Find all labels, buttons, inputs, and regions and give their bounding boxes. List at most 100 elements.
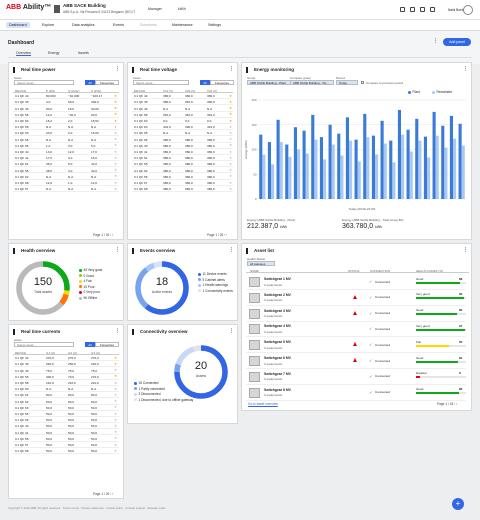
panel-more-icon[interactable]: ⋮ (115, 66, 120, 72)
table-row[interactable]: C1 QF 58 N.A N.A N.A ★ (13, 124, 119, 131)
legend-item[interactable]: 15 Connected (134, 381, 193, 385)
nav-events[interactable]: Events (113, 23, 124, 27)
bar-plant[interactable] (458, 123, 462, 199)
asset-row[interactable]: Switchgear 5 MV 3 equipments ✓ Connected Fai… (246, 337, 466, 354)
filter-favourites-button[interactable]: Favourites (210, 80, 234, 85)
bar-plant[interactable] (302, 130, 306, 199)
pagination[interactable]: Page 1 / 26 ‹ › (93, 233, 114, 237)
nav-schedules[interactable]: Schedules (140, 23, 157, 27)
favourite-star-icon[interactable]: ★ (114, 423, 118, 428)
warning-icon[interactable] (353, 342, 357, 347)
download-icon[interactable] (410, 7, 415, 12)
col-q[interactable]: Q (kVAr) (68, 88, 80, 93)
legend-item[interactable]: 3 Disconnected (134, 392, 193, 396)
panel-more-icon[interactable]: ⋮ (229, 247, 234, 253)
col-status[interactable]: STATUS (348, 268, 360, 273)
tab-assets[interactable]: Assets (78, 51, 89, 55)
table-row[interactable]: C1 QF 56 400,0 70,0 270,0 ★ (13, 374, 119, 380)
favourite-star-icon[interactable]: ★ (114, 186, 118, 191)
table-row[interactable]: C1 QF 68 50,0 50,0 50,0 ★ (13, 448, 119, 454)
favourite-star-icon[interactable]: ★ (114, 399, 118, 404)
favourite-star-icon[interactable]: ★ (114, 380, 118, 385)
table-row[interactable]: C1 QF 61 80,0 80,0 80,0 ★ (13, 392, 119, 399)
bar-plant[interactable] (311, 114, 315, 199)
bar-plant[interactable] (354, 139, 358, 199)
bar-remainder[interactable] (435, 135, 439, 199)
col-il2[interactable]: IL2 (A) (68, 350, 78, 355)
favourite-star-icon[interactable]: ★ (114, 149, 118, 154)
col-v31[interactable]: V31 (V) (207, 88, 218, 93)
favourite-star-icon[interactable]: ★ (229, 137, 233, 142)
user-name[interactable]: Nalni Boekel (448, 8, 466, 12)
bar-remainder[interactable] (323, 159, 327, 199)
page-number[interactable]: 1 (445, 402, 448, 406)
bar-plant[interactable] (319, 137, 323, 199)
bar-remainder[interactable] (357, 161, 361, 199)
legend-item[interactable]: 0 Very poor (79, 290, 102, 294)
favourite-star-icon[interactable]: ★ (114, 386, 118, 391)
table-row[interactable]: C1 QF 41 50,0 50,0 50,0 ★ (13, 429, 119, 436)
table-row[interactable]: C1 QF 44 380,0 380,0 380,0 ★ (132, 93, 233, 100)
favourite-star-icon[interactable]: ★ (114, 174, 118, 179)
bar-plant[interactable] (363, 113, 367, 199)
table-row[interactable]: C1 QF 66 50,0 50,0 50,0 ★ (13, 417, 119, 424)
compare-group-select[interactable]: ABB SACE Building - Tot... (290, 80, 334, 85)
bar-remainder[interactable] (427, 157, 431, 199)
favourite-star-icon[interactable]: ★ (229, 100, 233, 105)
filter-all-button[interactable]: All (200, 80, 210, 85)
bar-plant[interactable] (423, 136, 427, 199)
favourite-star-icon[interactable]: ★ (114, 118, 118, 123)
table-row[interactable]: C1 QF 46 75,0 75,0 75,0 ★ (13, 367, 119, 374)
table-row[interactable]: C1 QF 45 240,0 250,0 240,0 ★ (13, 361, 119, 368)
col-il1[interactable]: IL1 (A) (46, 350, 56, 355)
bar-remainder[interactable] (349, 140, 353, 199)
favourite-star-icon[interactable]: ★ (114, 374, 118, 379)
favourite-star-icon[interactable]: ★ (114, 442, 118, 447)
table-row[interactable]: C1 QF 56 12,0 −40,0 20,0 ★ (13, 112, 119, 118)
pagination[interactable]: Page 1 / 26 ‹ › (93, 492, 114, 496)
asset-row[interactable]: Switchgear 4 MV 3 equipments ✓ Connected Ver… (246, 321, 466, 338)
filter-favourites-button[interactable]: Favourites (95, 80, 119, 85)
asset-row[interactable]: Switchgear 6 MV 3 equipments ✓ Connected Goo… (246, 353, 466, 369)
col-p[interactable]: P (kW) (46, 88, 56, 93)
bar-plant[interactable] (415, 118, 419, 199)
favourite-star-icon[interactable]: ★ (229, 93, 233, 98)
table-row[interactable]: C1 QF 41 17,0 3,0 15,0 ★ (13, 155, 119, 162)
bar-remainder[interactable] (375, 154, 379, 199)
favourite-star-icon[interactable]: ★ (114, 137, 118, 142)
nav-data-analytics[interactable]: Data analytics (72, 23, 95, 27)
favourite-star-icon[interactable]: ★ (114, 143, 118, 148)
asset-filter-select[interactable]: Select asset... (133, 80, 189, 85)
bar-remainder[interactable] (409, 151, 413, 199)
favourite-star-icon[interactable]: ★ (114, 362, 118, 367)
favourite-star-icon[interactable]: ★ (114, 368, 118, 373)
legend-item[interactable]: 1 Partly connected (134, 387, 193, 391)
favourite-star-icon[interactable]: ★ (229, 180, 233, 185)
asset-name[interactable]: Switchgear 3 MV (264, 308, 291, 313)
donut-segment[interactable] (135, 261, 189, 315)
apps-icon[interactable] (430, 7, 435, 12)
asset-row[interactable]: Switchgear 7 MV 3 equipments ✓ Connected Dis… (246, 369, 466, 385)
bar-remainder[interactable] (392, 162, 396, 199)
panel-more-icon[interactable]: ⋮ (115, 247, 120, 253)
health-filter-select[interactable]: All statuses (247, 261, 275, 266)
favourite-star-icon[interactable]: ★ (114, 93, 118, 98)
bar-plant[interactable] (397, 109, 401, 199)
col-s[interactable]: S (kVA) (91, 88, 102, 93)
warning-icon[interactable] (353, 294, 357, 299)
table-row[interactable]: C1 QF 55 38,0 3,0 42,0 ★ (13, 167, 119, 174)
table-row[interactable]: C1 QF 40 13,0 12,0 17,0 ★ (13, 149, 119, 155)
asset-name[interactable]: Switchgear 5 MV (264, 340, 291, 345)
bar-plant[interactable] (371, 135, 375, 199)
table-row[interactable]: C1 QF 58 210,0 210,0 210,0 ★ (13, 380, 119, 386)
table-row[interactable]: C1 QF 67 N.A N.A N.A ★ (13, 186, 119, 192)
favourite-star-icon[interactable]: ★ (229, 118, 233, 123)
favourite-star-icon[interactable]: ★ (114, 112, 118, 117)
nav-explore[interactable]: Explore (42, 23, 55, 27)
abb-logo[interactable]: ABB Ability™ (6, 4, 51, 11)
favourite-star-icon[interactable]: ★ (229, 174, 233, 179)
asset-name[interactable]: Switchgear 4 MV (264, 324, 291, 329)
panel-more-icon[interactable]: ⋮ (229, 66, 234, 72)
bar-plant[interactable] (345, 117, 349, 199)
favourite-star-icon[interactable]: ★ (229, 155, 233, 160)
